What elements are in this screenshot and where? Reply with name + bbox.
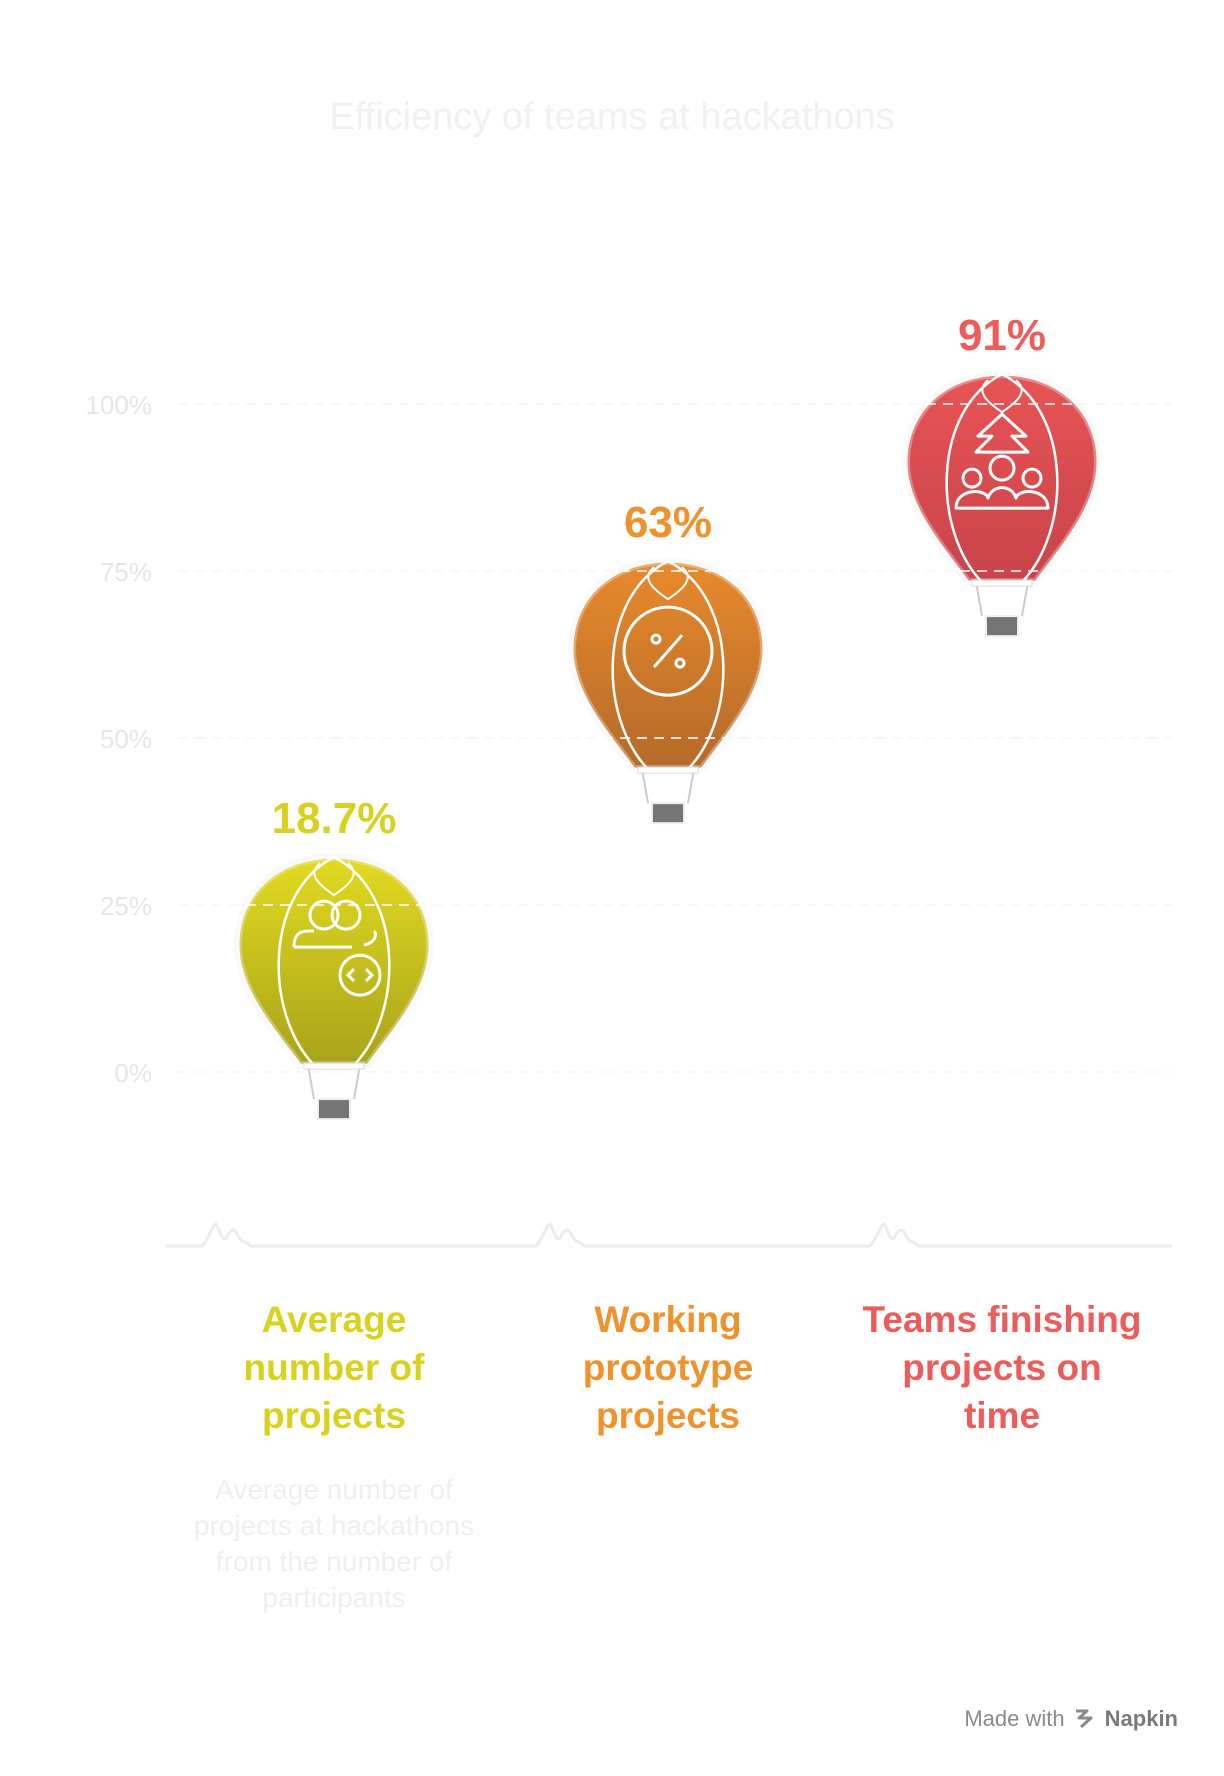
balloon-bar: [567, 557, 769, 825]
footer-credit: Made with Napkin: [964, 1706, 1178, 1732]
value-label: 63%: [624, 498, 712, 547]
napkin-brand: Napkin: [1104, 1706, 1178, 1731]
y-tick-label: 0%: [114, 1058, 152, 1088]
category-label: Working prototype projects: [582, 1299, 754, 1436]
y-tick-label: 50%: [100, 724, 152, 754]
y-tick-label: 100%: [86, 390, 153, 420]
users-code-icon: [292, 899, 382, 997]
percent-icon: [622, 605, 714, 697]
balloon-bar: [233, 853, 435, 1121]
balloon-bar: [901, 370, 1103, 638]
value-label: 91%: [958, 311, 1046, 360]
category-label: Teams finishing projects on time: [862, 1299, 1142, 1436]
y-tick-label: 25%: [100, 891, 152, 921]
chart-title: Efficiency of teams at hackathons: [329, 96, 895, 138]
napkin-logo-icon: [1075, 1709, 1093, 1729]
y-tick-label: 75%: [100, 557, 152, 587]
team-growth-icon: [954, 412, 1050, 510]
ground-line: [166, 1222, 1172, 1248]
made-with-text: Made with: [964, 1706, 1065, 1731]
value-label: 18.7%: [272, 794, 397, 843]
category-label: Average number of projects: [243, 1299, 425, 1436]
category-description: Average number of projects at hackathons…: [193, 1474, 475, 1613]
